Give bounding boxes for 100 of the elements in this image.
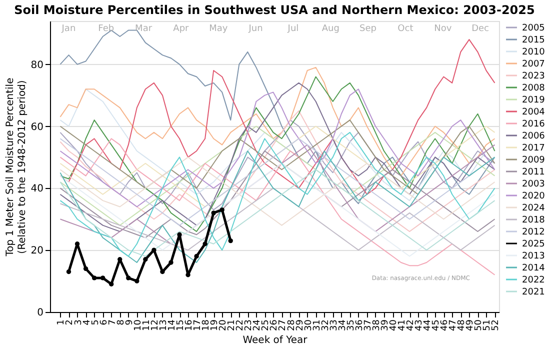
x-tick-label: 52	[491, 320, 502, 331]
x-tick-label: 6	[99, 319, 110, 326]
legend-label: 2017	[522, 144, 545, 154]
annotation: Oct	[398, 24, 414, 34]
x-tick-label: 31	[312, 320, 322, 331]
point	[134, 278, 140, 284]
point	[194, 254, 199, 259]
annotation: Aug	[322, 24, 340, 34]
y-tick-label: 60	[30, 122, 44, 133]
line-series	[60, 150, 496, 263]
legend-label: 2011	[522, 168, 545, 178]
point	[152, 248, 156, 252]
line-series	[60, 156, 496, 226]
legend-label: 2020	[522, 192, 546, 202]
legend-label: 2021	[522, 288, 545, 298]
point	[66, 269, 72, 274]
line-series	[60, 138, 496, 276]
point	[83, 266, 88, 271]
chart-title: Soil Moisture Percentiles in Southwest USA and Northern Mexico: 2003-2025	[14, 3, 535, 17]
line-series	[60, 110, 496, 232]
annotation: May	[209, 24, 228, 34]
x-tick-label: 3	[74, 320, 84, 326]
x-tick-label: 10	[133, 319, 144, 331]
legend-label: 2013	[522, 252, 545, 262]
legend-label: 2010	[522, 48, 546, 58]
legend-label: 2007	[522, 60, 545, 70]
x-tick-label: 11	[142, 320, 152, 331]
point	[186, 272, 190, 278]
annotation: Mar	[135, 24, 152, 34]
x-tick-label: 9	[124, 319, 135, 326]
legend-label: 2005	[522, 24, 545, 34]
point	[228, 238, 233, 244]
x-tick-label: 39	[380, 319, 390, 331]
legend-label: 2024	[522, 204, 546, 214]
x-axis-title: Week of Year	[242, 334, 308, 346]
legend-label: 2023	[522, 72, 545, 82]
point	[168, 260, 174, 265]
x-tick-label: 46	[440, 319, 450, 331]
x-tick-label: 13	[158, 320, 169, 331]
x-tick-label: 37	[363, 320, 374, 331]
y-tick-label: 80	[30, 60, 44, 71]
x-tick-label: 38	[372, 319, 382, 331]
legend-label: 2009	[522, 156, 546, 166]
legend-label: 2025	[522, 240, 545, 250]
legend-label: 2015	[522, 36, 545, 46]
x-tick-label: 34	[338, 319, 348, 331]
legend-label: 2004	[522, 108, 546, 118]
annotation: Sep	[360, 24, 377, 34]
point	[109, 282, 114, 286]
annotation: Jan	[60, 24, 76, 34]
legend-label: 2019	[522, 96, 546, 106]
x-tick-label: 12	[150, 320, 160, 331]
x-tick-label: 27	[278, 320, 288, 331]
x-tick-label: 30	[304, 319, 314, 331]
legend-label: 2014	[522, 264, 546, 274]
annotation: Apr	[173, 24, 190, 34]
x-tick-label: 16	[184, 319, 195, 331]
legend-label: 2016	[522, 120, 546, 130]
x-tick-label: 50	[474, 319, 484, 331]
point	[202, 242, 208, 246]
point	[211, 210, 216, 216]
point	[220, 208, 224, 212]
point	[177, 232, 182, 237]
y-tick-label: 0	[37, 308, 44, 318]
x-tick-label: 43	[414, 320, 425, 331]
x-tick-label: 40	[389, 319, 399, 331]
point	[92, 276, 97, 280]
x-tick-label: 2	[65, 320, 76, 326]
x-tick-label: 4	[82, 319, 92, 326]
line-series	[66, 208, 233, 286]
annotation: Jul	[286, 24, 299, 34]
y-axis-title: Top 1 Meter Soil Moisture Percentile (Relative to the 1948-2012 period)	[4, 78, 28, 258]
x-tick-label: 7	[108, 320, 118, 326]
annotation: Dec	[472, 24, 490, 34]
line-series	[60, 188, 496, 251]
legend-label: 2003	[522, 180, 545, 190]
x-tick-label: 32	[320, 320, 331, 331]
line-series	[60, 132, 496, 257]
y-tick-label: 20	[30, 246, 44, 257]
legend-label: 2006	[522, 132, 546, 142]
point	[143, 257, 148, 262]
x-tick-label: 33	[329, 320, 340, 331]
annotation: Jun	[248, 24, 263, 34]
line-series	[60, 66, 496, 176]
x-tick-label: 35	[346, 320, 356, 331]
legend-label: 2022	[522, 276, 545, 286]
annotation: Nov	[434, 24, 452, 34]
x-tick-label: 5	[90, 320, 101, 326]
x-tick-label: 14	[167, 319, 178, 331]
x-tick-label: 36	[354, 319, 365, 331]
legend-label: 2012	[522, 228, 545, 238]
x-tick-label: 28	[286, 319, 297, 331]
legend-label: 2018	[522, 216, 546, 226]
annotation: Feb	[98, 24, 114, 34]
point	[160, 269, 165, 274]
legend-label: 2008	[522, 84, 546, 94]
x-tick-label: 8	[116, 319, 126, 326]
x-tick-label: 44	[423, 319, 434, 331]
x-tick-label: 29	[295, 319, 306, 331]
y-tick-label: 40	[30, 184, 44, 195]
